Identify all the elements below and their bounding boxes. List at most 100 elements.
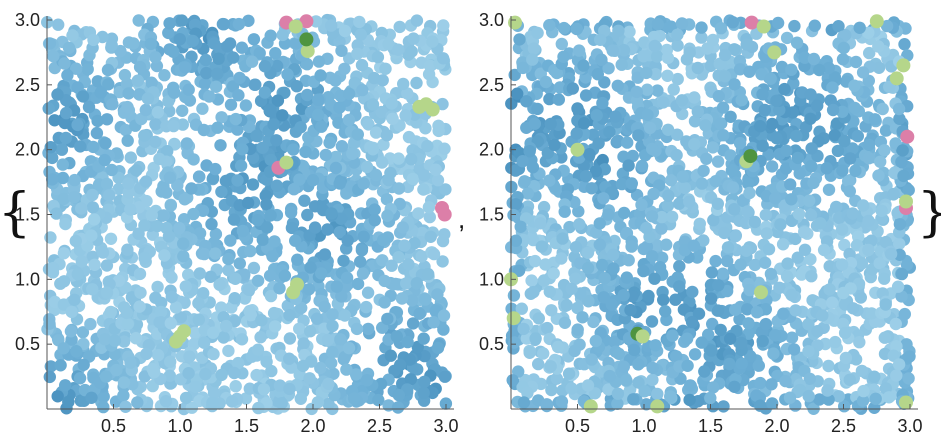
data-point bbox=[76, 90, 90, 103]
data-point bbox=[268, 235, 281, 248]
data-point bbox=[878, 331, 891, 344]
data-point bbox=[868, 113, 882, 126]
data-point bbox=[167, 45, 180, 58]
data-point bbox=[680, 53, 694, 66]
data-point bbox=[846, 142, 859, 155]
data-point bbox=[787, 77, 800, 90]
data-point bbox=[389, 277, 402, 291]
data-point bbox=[872, 169, 885, 182]
y-tick-label: 2.5 bbox=[15, 75, 40, 95]
data-point bbox=[876, 102, 889, 116]
data-point bbox=[793, 383, 807, 397]
highlight-point bbox=[899, 395, 913, 410]
data-point bbox=[309, 15, 323, 28]
data-point bbox=[655, 251, 669, 264]
data-point bbox=[71, 268, 85, 281]
data-point bbox=[717, 129, 730, 142]
data-point bbox=[770, 132, 783, 145]
highlight-point bbox=[896, 58, 911, 73]
data-point bbox=[214, 139, 227, 152]
data-point bbox=[591, 68, 604, 81]
data-point bbox=[568, 344, 581, 358]
data-point bbox=[707, 381, 720, 394]
data-point bbox=[68, 173, 81, 187]
x-tick-label: 2.0 bbox=[764, 416, 789, 436]
data-point bbox=[865, 307, 878, 320]
data-point bbox=[640, 221, 653, 235]
data-point bbox=[659, 305, 672, 318]
data-point bbox=[270, 134, 283, 147]
data-point bbox=[423, 59, 437, 72]
data-point bbox=[735, 357, 748, 370]
data-point bbox=[692, 307, 706, 320]
data-point bbox=[149, 291, 162, 304]
data-point bbox=[577, 117, 591, 130]
data-point bbox=[785, 288, 798, 302]
data-point bbox=[283, 332, 297, 345]
data-point bbox=[70, 345, 83, 358]
data-point bbox=[222, 252, 235, 266]
data-point bbox=[314, 69, 327, 82]
data-point bbox=[733, 63, 747, 76]
data-point bbox=[57, 275, 71, 288]
data-point bbox=[527, 233, 540, 247]
data-point bbox=[122, 186, 135, 199]
data-point bbox=[853, 336, 866, 349]
data-point bbox=[337, 254, 350, 267]
data-point bbox=[562, 367, 576, 380]
data-point bbox=[666, 329, 679, 342]
data-point bbox=[310, 312, 324, 325]
data-point bbox=[822, 61, 835, 75]
y-tick-label: 2.0 bbox=[15, 140, 40, 160]
data-point bbox=[215, 368, 228, 382]
data-point bbox=[780, 31, 794, 45]
data-point bbox=[392, 388, 405, 402]
data-point bbox=[100, 177, 114, 191]
data-point bbox=[804, 253, 817, 266]
data-point bbox=[514, 220, 527, 233]
data-point bbox=[735, 93, 748, 107]
data-point bbox=[390, 330, 403, 343]
data-point bbox=[900, 338, 913, 351]
data-point bbox=[209, 80, 223, 94]
data-point bbox=[118, 68, 132, 82]
data-point bbox=[392, 152, 405, 165]
data-point bbox=[895, 290, 908, 303]
data-point bbox=[417, 183, 430, 196]
y-tick-label: 3.0 bbox=[15, 10, 40, 30]
data-point bbox=[278, 269, 292, 282]
data-point bbox=[68, 191, 81, 204]
data-point bbox=[330, 280, 343, 293]
x-tick-label: 0.5 bbox=[565, 416, 590, 436]
data-point bbox=[325, 356, 338, 370]
data-point bbox=[188, 326, 202, 339]
data-point bbox=[439, 183, 452, 196]
data-point bbox=[686, 285, 699, 299]
data-point bbox=[523, 346, 536, 359]
data-point bbox=[807, 176, 820, 190]
data-point bbox=[508, 68, 521, 82]
data-point bbox=[661, 51, 675, 65]
data-point bbox=[351, 277, 365, 291]
data-point bbox=[257, 383, 271, 396]
data-point bbox=[163, 17, 176, 30]
data-point bbox=[406, 317, 420, 330]
data-point bbox=[271, 94, 285, 107]
data-point bbox=[353, 15, 366, 29]
data-point bbox=[406, 172, 419, 186]
data-point bbox=[611, 79, 624, 93]
data-point bbox=[385, 259, 398, 272]
data-point bbox=[244, 244, 257, 258]
data-point bbox=[653, 261, 667, 274]
data-point bbox=[671, 72, 684, 86]
data-point bbox=[665, 174, 678, 187]
data-point bbox=[651, 17, 664, 31]
data-point bbox=[762, 243, 776, 256]
data-point bbox=[127, 37, 140, 50]
data-point bbox=[199, 367, 212, 381]
data-point bbox=[544, 117, 557, 131]
data-point bbox=[655, 222, 668, 235]
data-point bbox=[594, 33, 607, 46]
data-point bbox=[43, 37, 57, 50]
data-point bbox=[798, 243, 812, 256]
